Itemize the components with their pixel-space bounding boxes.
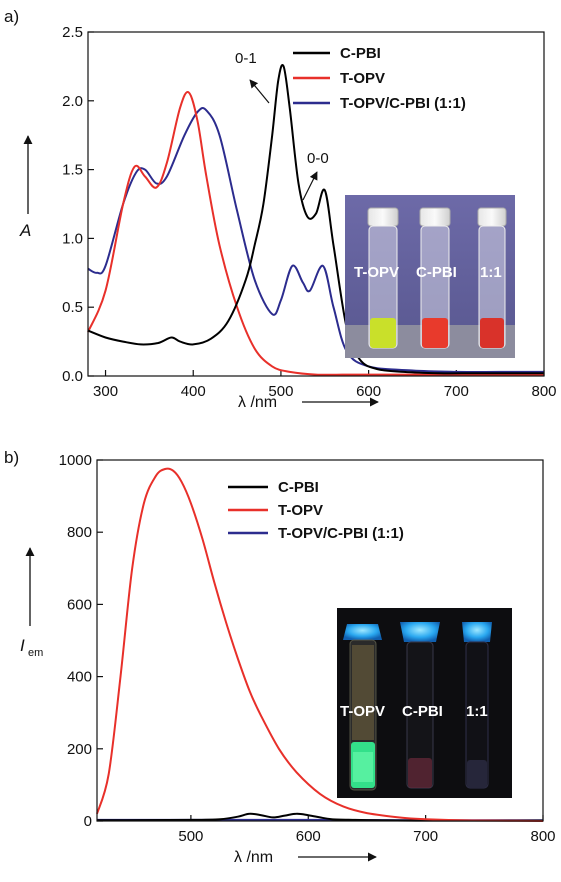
annotation-0-0: 0-0 [307,150,329,167]
x-tick-label-b-3: 800 [530,828,555,845]
x-tick-label-b-2: 700 [413,828,438,845]
x-tick-label-a-2: 500 [268,383,293,400]
legend-label-b-2: T-OPV/C-PBI (1:1) [278,525,404,542]
series-line-a-0 [87,63,544,375]
series-line-b-0 [96,812,544,822]
panel-a-label: a) [4,7,19,26]
y-tick-label-a-5: 2.5 [62,24,83,41]
legend-label-b-0: C-PBI [278,479,319,496]
series-line-a-2 [87,107,544,373]
emission-panel: b) 0 200 400 600 800 1000 500 600 700 800 I em λ… [4,448,556,866]
inset-label-mix-a: 1:1 [480,264,502,281]
y-tick-label-b-2: 400 [67,669,92,686]
vial-mix-absorption [477,207,507,349]
plot-frame-a [87,31,545,377]
legend-a: C-PBI T-OPV T-OPV/C-PBI (1:1) [293,45,466,112]
y-axis-label-a: A [19,221,31,240]
series-b [96,467,544,822]
x-tick-label-a-1: 400 [181,383,206,400]
x-tick-label-a-3: 600 [356,383,381,400]
y-tick-label-b-0: 0 [84,813,92,830]
y-tick-label-a-1: 0.5 [62,299,83,316]
inset-label-c-pbi-a: C-PBI [416,264,457,281]
x-tick-label-b-1: 600 [296,828,321,845]
y-tick-label-a-0: 0.0 [62,368,83,385]
x-tick-label-b-0: 500 [178,828,203,845]
y-tick-label-b-1: 200 [67,741,92,758]
vial-c-pbi-emission [400,622,440,789]
vial-t-opv-emission [343,624,382,791]
x-axis-label-a: λ /nm [238,394,277,411]
x-ticks-a: 300 400 500 600 700 800 [93,370,557,400]
y-tick-label-a-3: 1.5 [62,162,83,179]
y-tick-label-a-4: 2.0 [62,93,83,110]
inset-label-c-pbi-b: C-PBI [402,703,443,720]
y-ticks-a: 0.0 0.5 1.0 1.5 2.0 2.5 [62,24,94,385]
legend-label-a-0: C-PBI [340,45,381,62]
absorption-panel: a) 0.0 0.5 1.0 1.5 2.0 2.5 300 400 500 600 700 800… [4,7,557,411]
legend-label-b-1: T-OPV [278,502,323,519]
x-tick-label-a-0: 300 [93,383,118,400]
legend-label-a-1: T-OPV [340,70,385,87]
x-ticks-b: 500 600 700 800 [178,815,556,845]
annotation-0-1: 0-1 [235,50,257,67]
annotation-arrow-0-1 [249,79,270,104]
y-axis-label-b: I [20,636,25,655]
plot-frame-b [96,459,544,822]
y-ticks-b: 0 200 400 600 800 1000 [59,452,103,830]
legend-b: C-PBI T-OPV T-OPV/C-PBI (1:1) [228,479,404,542]
vial-c-pbi-absorption [419,207,451,349]
inset-photo-emission: T-OPV C-PBI 1:1 [337,608,512,798]
x-tick-label-a-4: 700 [444,383,469,400]
y-axis-label-sub-b: em [28,647,43,659]
series-line-b-1 [96,467,544,822]
x-tick-label-a-5: 800 [531,383,556,400]
y-tick-label-b-5: 1000 [59,452,92,469]
inset-label-t-opv-b: T-OPV [340,703,385,720]
panel-b-label: b) [4,448,19,467]
y-tick-label-b-3: 600 [67,596,92,613]
annotation-arrow-0-0 [302,171,318,201]
inset-photo-absorption: T-OPV C-PBI 1:1 [345,195,515,358]
inset-label-mix-b: 1:1 [466,703,488,720]
legend-label-a-2: T-OPV/C-PBI (1:1) [340,95,466,112]
series-a [87,63,544,376]
y-tick-label-a-2: 1.0 [62,230,83,247]
x-axis-label-b: λ /nm [234,849,273,866]
vial-t-opv-absorption [367,207,399,349]
vial-mix-emission [462,622,492,789]
y-tick-label-b-4: 800 [67,524,92,541]
inset-label-t-opv-a: T-OPV [354,264,399,281]
series-line-a-1 [87,91,544,376]
